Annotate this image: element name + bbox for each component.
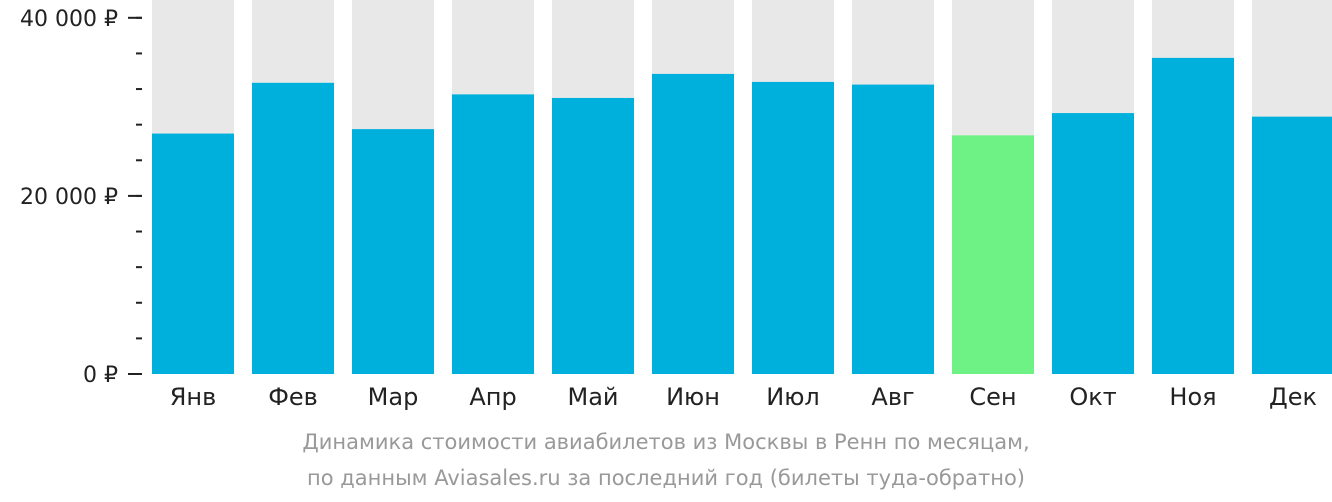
bar — [752, 81, 834, 374]
y-tick-label: 40 000 ₽ — [20, 7, 118, 32]
x-tick-label: Авг — [871, 383, 914, 411]
x-tick-label: Янв — [170, 383, 217, 411]
chart-caption-line-1: Динамика стоимости авиабилетов из Москвы… — [302, 430, 1030, 454]
x-tick-label: Окт — [1069, 383, 1116, 411]
y-axis: 0 ₽ 20 000 ₽ 40 000 ₽ — [20, 7, 142, 388]
x-tick-label: Май — [567, 383, 618, 411]
bar — [1052, 113, 1134, 374]
x-tick-label: Июн — [666, 383, 720, 411]
x-tick-label: Апр — [469, 383, 516, 411]
x-tick-label: Фев — [268, 383, 318, 411]
bar — [952, 135, 1034, 374]
y-tick-label: 0 ₽ — [83, 363, 118, 388]
price-bar-chart: 0 ₽ 20 000 ₽ 40 000 ₽ Янв Фев Мар Апр Май Июн Ию… — [20, 0, 1332, 411]
bar — [452, 94, 534, 374]
x-tick-label: Ноя — [1169, 383, 1216, 411]
bar-layer — [152, 57, 1332, 375]
x-tick-label: Сен — [969, 383, 1016, 411]
bar — [652, 73, 734, 375]
chart-caption-line-2: по данным Aviasales.ru за последний год … — [307, 466, 1025, 490]
bar — [852, 84, 934, 374]
bar — [352, 129, 434, 374]
x-tick-label: Мар — [368, 383, 419, 411]
x-tick-label: Июл — [766, 383, 820, 411]
bar — [252, 82, 334, 375]
bar — [552, 97, 634, 374]
y-tick-label: 20 000 ₽ — [20, 185, 118, 210]
bar — [1252, 116, 1332, 375]
bar — [1152, 57, 1234, 374]
bar — [152, 133, 234, 374]
x-axis-labels: Янв Фев Мар Апр Май Июн Июл Авг Сен Окт Ноя Дек — [170, 383, 1317, 411]
x-tick-label: Дек — [1269, 383, 1317, 411]
